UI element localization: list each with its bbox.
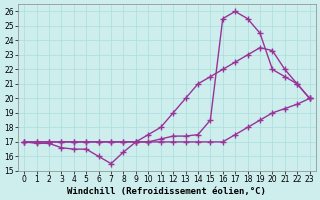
X-axis label: Windchill (Refroidissement éolien,°C): Windchill (Refroidissement éolien,°C) [68,187,266,196]
